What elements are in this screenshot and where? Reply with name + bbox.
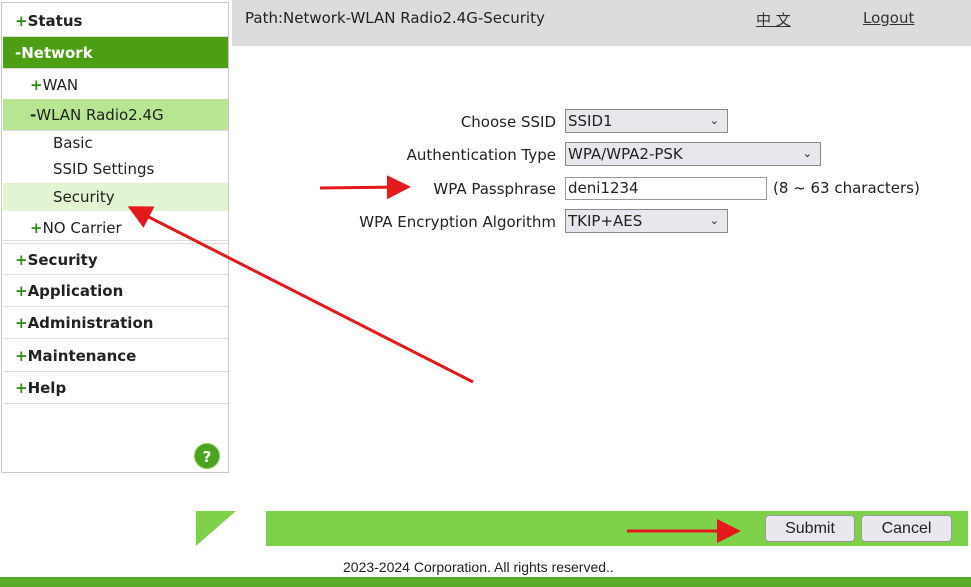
menu-no-carrier[interactable]: +NO Carrier (3, 211, 228, 241)
auth-type-label: Authentication Type (406, 146, 556, 164)
plus-icon: + (30, 76, 43, 94)
copyright: 2023-2024 Corporation. All rights reserv… (343, 559, 614, 575)
chevron-down-icon: ⌄ (802, 147, 812, 160)
logout-link[interactable]: Logout (863, 9, 915, 27)
arrow-to-passphrase (319, 175, 411, 200)
ssid-value: SSID1 (568, 112, 613, 130)
menu-label: WAN (42, 76, 79, 94)
menu-application[interactable]: +Application (3, 275, 228, 307)
menu-label: Security (27, 251, 98, 269)
menu-ssid-settings[interactable]: SSID Settings (3, 155, 228, 183)
encryption-select[interactable]: TKIP+AES ⌄ (565, 209, 728, 233)
cancel-button[interactable]: Cancel (861, 515, 952, 542)
plus-icon: + (15, 251, 28, 269)
encryption-value: TKIP+AES (568, 212, 643, 230)
menu-label: SSID Settings (53, 160, 155, 178)
plus-icon: + (15, 282, 28, 300)
header: Path:Network-WLAN Radio2.4G-Security 中 文… (232, 0, 971, 46)
plus-icon: + (15, 12, 28, 30)
plus-icon: + (15, 379, 28, 397)
plus-icon: + (15, 347, 28, 365)
submit-button[interactable]: Submit (765, 515, 855, 542)
menu-help[interactable]: +Help (3, 372, 228, 404)
language-link[interactable]: 中 文 (756, 11, 791, 29)
menu-label: Security (53, 188, 115, 206)
breadcrumb: Path:Network-WLAN Radio2.4G-Security (245, 9, 545, 27)
minus-icon: - (30, 106, 37, 124)
menu-label: Basic (53, 134, 93, 152)
menu-maintenance[interactable]: +Maintenance (3, 340, 228, 372)
auth-type-value: WPA/WPA2-PSK (568, 145, 683, 163)
menu-wlan-security[interactable]: Security (3, 183, 228, 211)
passphrase-hint: (8 ~ 63 characters) (773, 179, 920, 197)
passphrase-label: WPA Passphrase (433, 180, 556, 198)
menu-label: Application (27, 282, 124, 300)
minus-icon: - (15, 44, 22, 62)
menu-administration[interactable]: +Administration (3, 307, 228, 339)
menu-label: WLAN Radio2.4G (36, 106, 164, 124)
encryption-label: WPA Encryption Algorithm (359, 213, 556, 231)
menu-status[interactable]: +Status (3, 5, 228, 37)
chevron-down-icon: ⌄ (709, 214, 719, 227)
menu-label: Help (27, 379, 67, 397)
menu-basic[interactable]: Basic (3, 129, 228, 157)
menu-label: Status (27, 12, 83, 30)
footer-bar (0, 577, 971, 587)
menu-network[interactable]: -Network (3, 37, 228, 69)
menu-security[interactable]: +Security (3, 243, 228, 275)
plus-icon: + (15, 314, 28, 332)
passphrase-input[interactable]: deni1234 (565, 177, 767, 200)
menu-label: Network (21, 44, 93, 62)
menu-label: Maintenance (27, 347, 137, 365)
help-icon[interactable]: ? (194, 443, 220, 469)
menu-label: Administration (27, 314, 154, 332)
chevron-down-icon: ⌄ (709, 114, 719, 127)
auth-type-select[interactable]: WPA/WPA2-PSK ⌄ (565, 142, 821, 166)
plus-icon: + (30, 219, 43, 237)
menu-wlan-radio[interactable]: -WLAN Radio2.4G (3, 99, 228, 131)
ssid-label: Choose SSID (460, 113, 556, 131)
ssid-select[interactable]: SSID1 ⌄ (565, 109, 728, 133)
arrow-to-security-menu (127, 206, 474, 384)
menu-label: NO Carrier (42, 219, 122, 237)
